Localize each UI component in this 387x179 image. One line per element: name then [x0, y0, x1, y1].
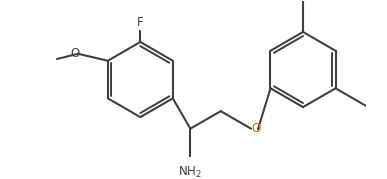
Text: NH$_2$: NH$_2$	[178, 165, 202, 179]
Text: O: O	[70, 47, 79, 60]
Text: F: F	[137, 16, 144, 30]
Text: O: O	[252, 122, 261, 135]
